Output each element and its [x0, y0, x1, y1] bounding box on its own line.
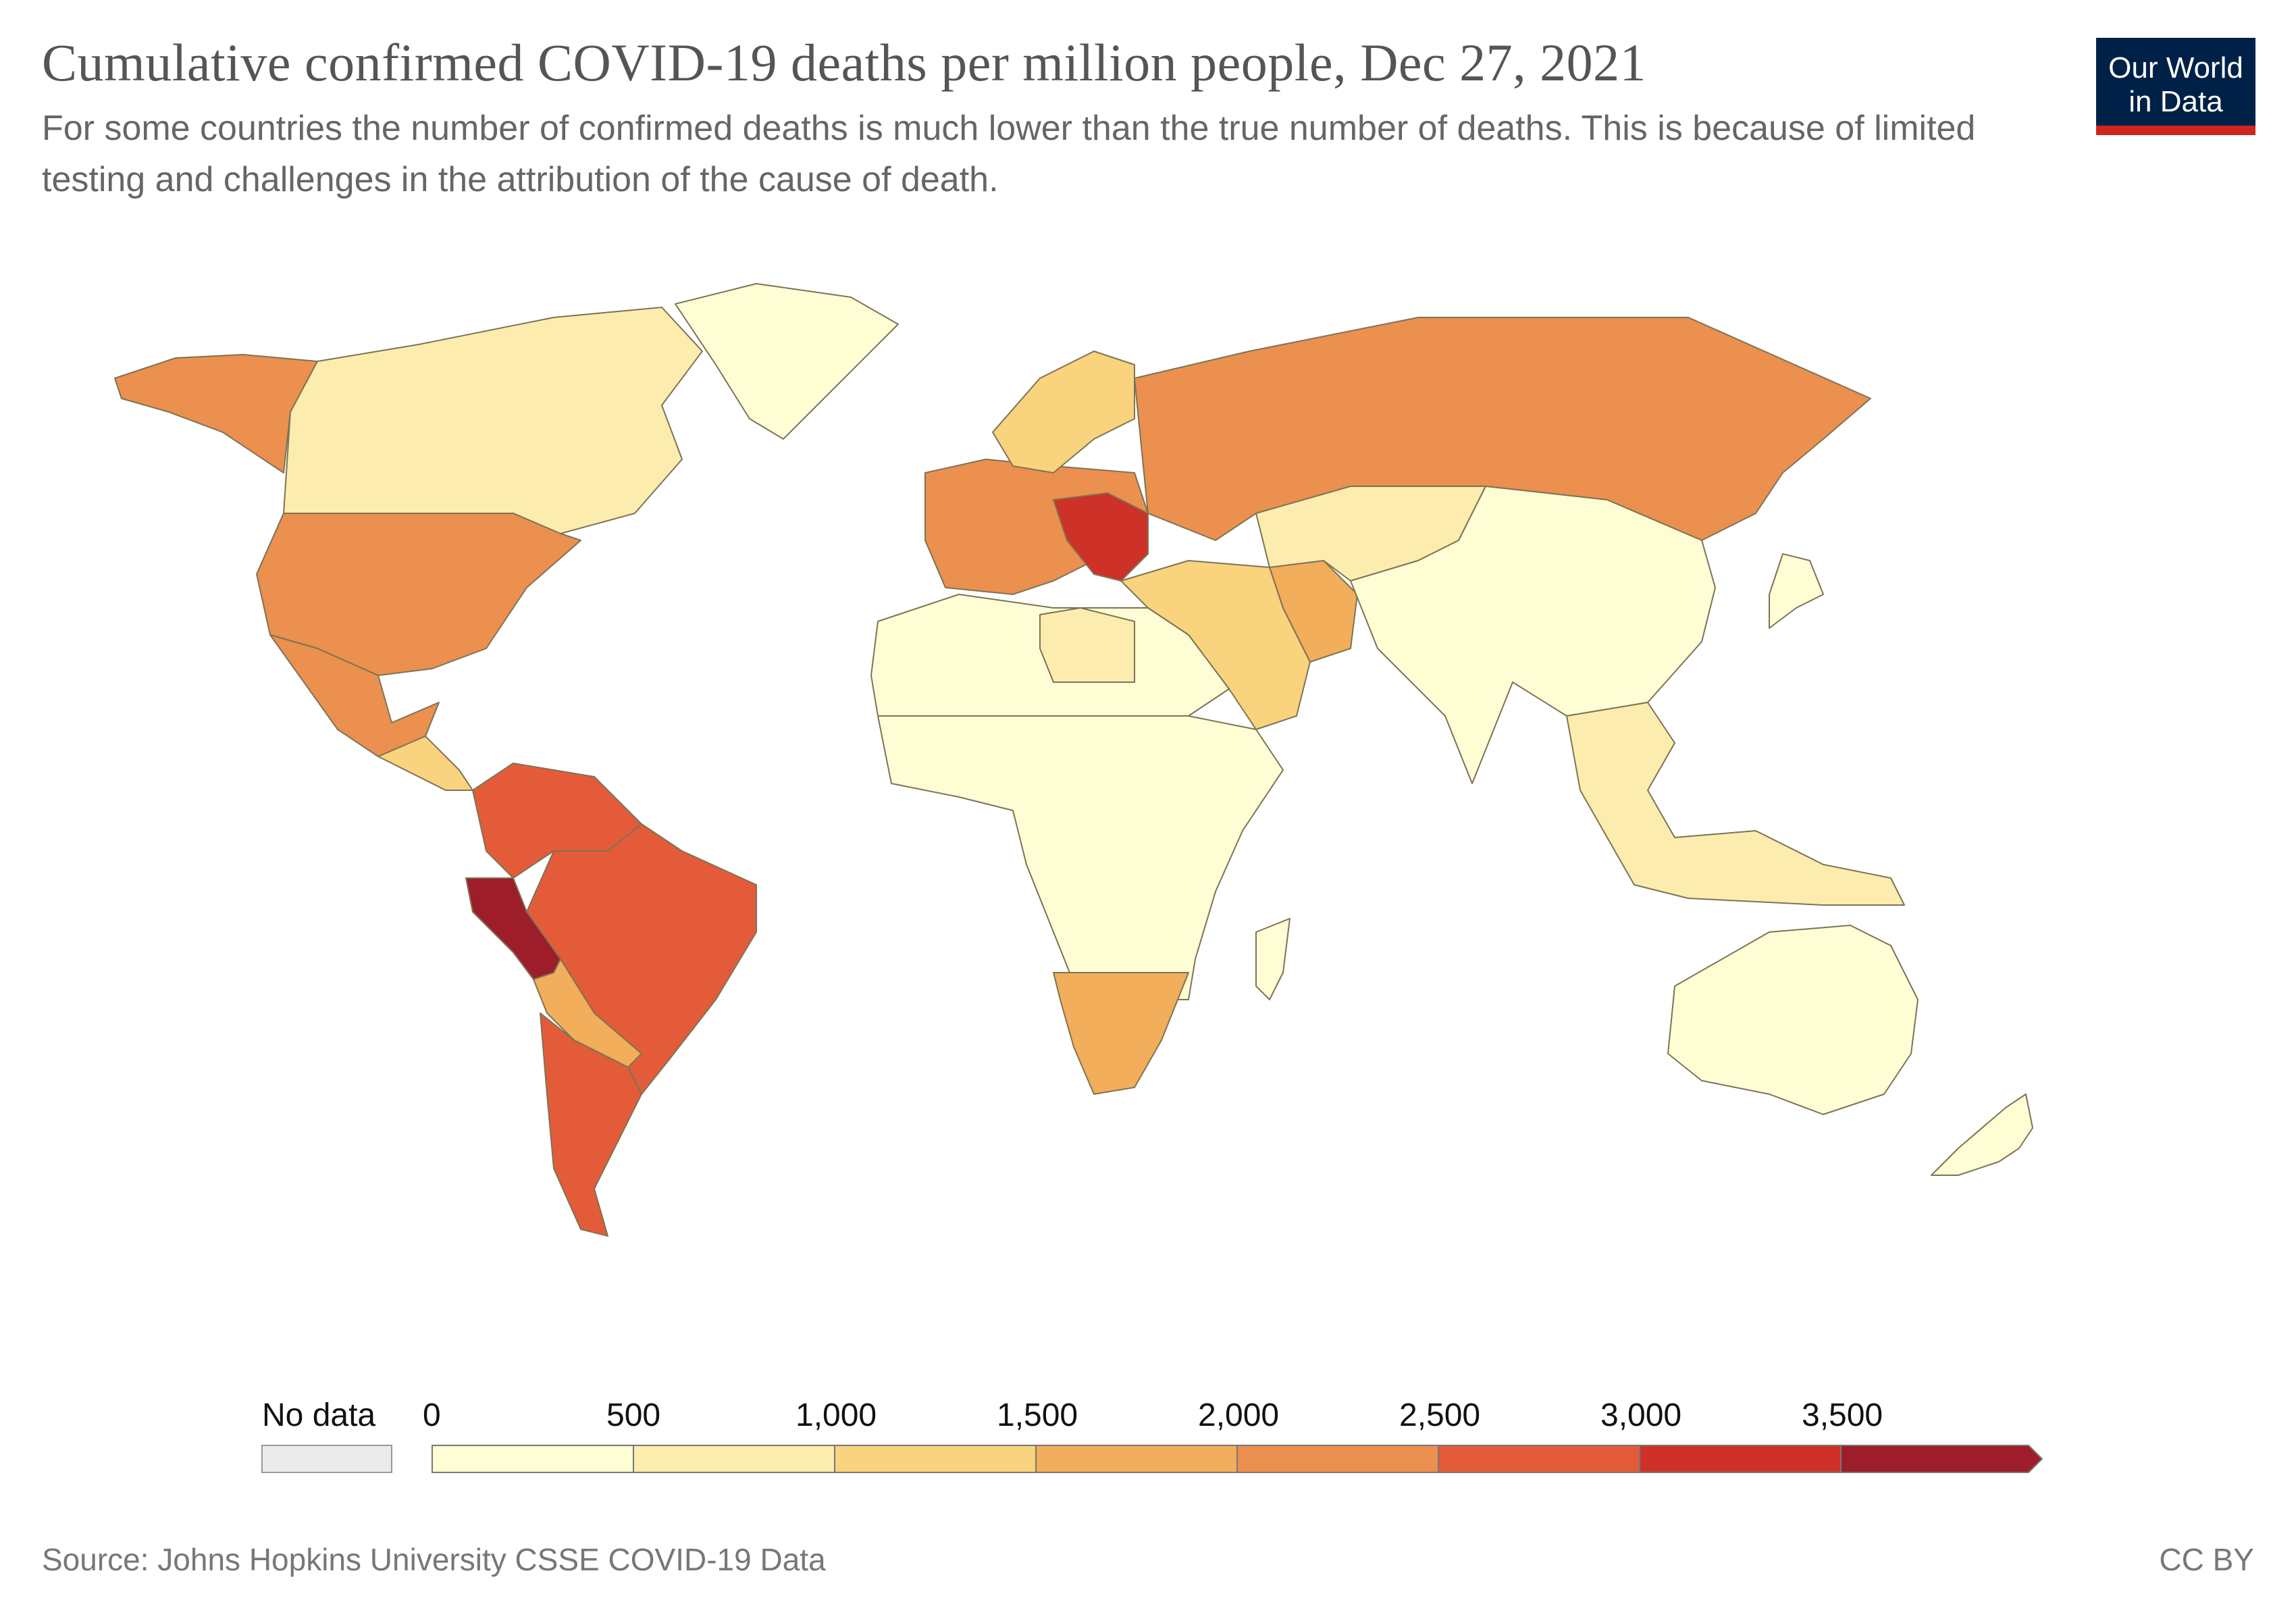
- logo-line-2: in Data: [2129, 85, 2223, 118]
- chart-subtitle: For some countries the number of confirm…: [42, 109, 1976, 199]
- region-madagascar[interactable]: [1255, 918, 1290, 1000]
- region-libya[interactable]: [1039, 607, 1135, 683]
- legend-no-data-label: No data: [262, 1397, 376, 1433]
- region-bolivia-paraguay[interactable]: [533, 958, 642, 1068]
- logo-accent-bar: [2096, 126, 2255, 135]
- legend-swatch-1[interactable]: [633, 1445, 835, 1473]
- logo-line-1: Our World: [2108, 51, 2243, 84]
- region-usa[interactable]: [256, 513, 581, 676]
- legend-label-7: 3,500: [1802, 1397, 1883, 1433]
- license-link[interactable]: CC BY: [2159, 1542, 2254, 1577]
- region-balkans[interactable]: [1053, 492, 1149, 582]
- legend-swatch-5[interactable]: [1438, 1445, 1640, 1473]
- owid-logo[interactable]: Our World in Data: [2096, 38, 2255, 135]
- legend-swatch-2[interactable]: [834, 1445, 1037, 1473]
- region-chile-argentina[interactable]: [540, 1012, 642, 1237]
- legend-swatch-6[interactable]: [1639, 1445, 1842, 1473]
- region-australia[interactable]: [1667, 925, 1919, 1115]
- region-sub-saharan-africa[interactable]: [877, 715, 1284, 1000]
- chart-title: Cumulative confirmed COVID-19 deaths per…: [42, 33, 1647, 92]
- region-greenland[interactable]: [675, 283, 899, 440]
- legend-swatch-4[interactable]: [1236, 1445, 1439, 1473]
- legend-label-2: 1,000: [795, 1397, 877, 1433]
- region-southeast-asia[interactable]: [1566, 702, 1905, 906]
- legend-label-6: 3,000: [1600, 1397, 1682, 1433]
- legend-swatch-0[interactable]: [432, 1445, 634, 1473]
- region-canada[interactable]: [283, 307, 703, 534]
- region-new-zealand[interactable]: [1931, 1093, 2033, 1176]
- region-nordics[interactable]: [992, 351, 1135, 473]
- region-southern-africa[interactable]: [1053, 972, 1189, 1095]
- legend-label-5: 2,500: [1399, 1397, 1481, 1433]
- region-alaska[interactable]: [114, 354, 318, 473]
- source-note[interactable]: Source: Johns Hopkins University CSSE CO…: [42, 1542, 826, 1577]
- legend-label-3: 1,500: [997, 1397, 1078, 1433]
- region-mexico[interactable]: [269, 634, 440, 757]
- legend-label-4: 2,000: [1198, 1397, 1280, 1433]
- region-russia[interactable]: [1134, 317, 1871, 541]
- legend-label-1: 500: [606, 1397, 661, 1433]
- legend-no-data-swatch[interactable]: [261, 1445, 392, 1473]
- legend-label-0: 0: [423, 1397, 441, 1433]
- legend-swatch-7[interactable]: [1840, 1445, 2043, 1473]
- legend-swatch-3[interactable]: [1035, 1445, 1238, 1473]
- region-japan[interactable]: [1769, 553, 1824, 629]
